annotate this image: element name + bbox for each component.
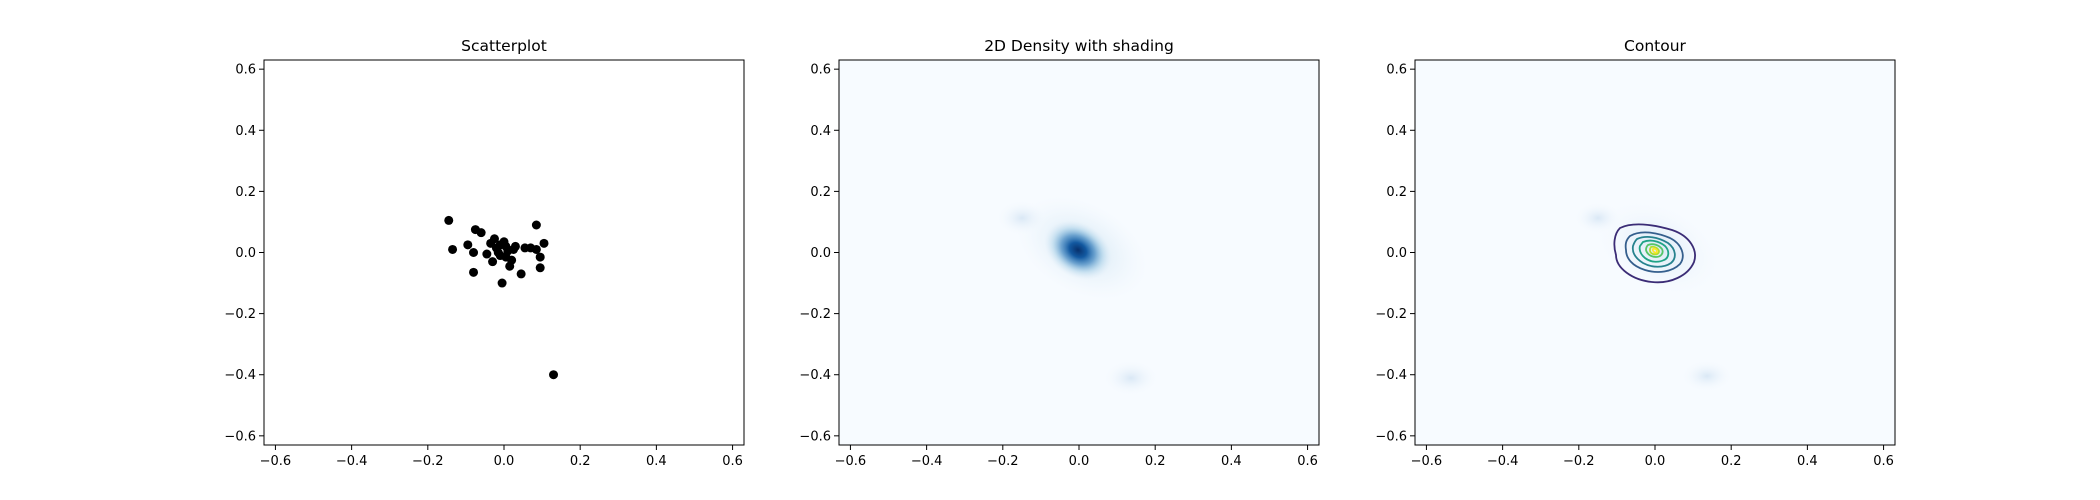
contour-level-1 — [1613, 223, 1696, 284]
contour-faint-upper — [1574, 202, 1622, 234]
y-tick-label: −0.2 — [224, 307, 256, 322]
x-tick-label: 0.6 — [1873, 454, 1894, 469]
scatter-point — [448, 244, 458, 254]
scatter-point — [495, 240, 505, 250]
x-tick-label: −0.4 — [336, 454, 368, 469]
y-tick-label: −0.6 — [799, 429, 831, 444]
scatter-point — [549, 370, 559, 380]
scatter-point — [469, 248, 479, 257]
x-tick-label: −0.6 — [260, 454, 292, 469]
x-tick-label: 0.0 — [494, 454, 515, 469]
contour-ticks: −0.6 −0.6 −0.4 −0.4 −0.2 −0.2 0.0 0.0 0.2 0.2 0.4 0… — [1375, 63, 1893, 469]
scatter-point — [444, 215, 454, 225]
y-tick-label: 0.2 — [810, 185, 831, 200]
scatter-point — [476, 228, 486, 238]
scatter-point — [535, 263, 545, 273]
x-tick-label: 0.4 — [646, 454, 667, 469]
contour-panel: Contour −0.6 −0.6 −0.4 −0.4 −0.2 −0.2 0.0 0.0 0.… — [1375, 37, 1896, 469]
scatter-panel: Scatterplot −0.6 −0.6 −0.4 −0.4 −0.2 −0.2 0.0 0… — [224, 37, 745, 469]
y-tick-label: 0.2 — [235, 185, 256, 200]
x-tick-label: −0.2 — [987, 454, 1019, 469]
scatter-point — [469, 267, 479, 277]
y-tick-label: −0.6 — [224, 429, 256, 444]
y-tick-label: −0.4 — [224, 368, 256, 383]
scatter-point — [535, 252, 545, 262]
scatter-ticks: −0.6 −0.6 −0.4 −0.4 −0.2 −0.2 0.0 0.0 0.2 0.2 0.4 0… — [224, 63, 742, 469]
x-tick-label: −0.4 — [911, 454, 943, 469]
y-tick-label: 0.4 — [1386, 124, 1407, 139]
y-tick-label: −0.6 — [1375, 429, 1407, 444]
contour-lines — [1613, 223, 1696, 284]
scatter-point — [516, 269, 526, 279]
y-tick-label: −0.4 — [1375, 368, 1407, 383]
contour-level-6 — [1649, 245, 1660, 256]
density-title: 2D Density with shading — [984, 37, 1174, 55]
contour-level-2 — [1624, 231, 1684, 273]
scatter-points — [444, 215, 559, 380]
x-tick-label: 0.6 — [722, 454, 743, 469]
scatter-point — [488, 257, 498, 267]
scatter-point — [463, 240, 473, 250]
y-tick-label: 0.6 — [235, 63, 256, 78]
x-tick-label: 0.6 — [1297, 454, 1318, 469]
density-faint-upper — [996, 200, 1048, 236]
density-core — [1044, 220, 1112, 280]
y-tick-label: 0.6 — [810, 63, 831, 78]
contour-level-3 — [1631, 236, 1676, 268]
x-tick-label: 0.4 — [1797, 454, 1818, 469]
y-tick-label: 0.0 — [1386, 246, 1407, 261]
density-shading — [996, 196, 1159, 396]
contour-faint-outlier — [1681, 360, 1733, 392]
scatter-point — [501, 252, 511, 262]
density-ticks: −0.6 −0.6 −0.4 −0.4 −0.2 −0.2 0.0 0.0 0.2 0.2 0.4 0… — [799, 63, 1317, 469]
x-tick-label: 0.0 — [1069, 454, 1090, 469]
y-tick-label: 0.4 — [235, 124, 256, 139]
x-tick-label: −0.6 — [835, 454, 867, 469]
y-tick-label: 0.4 — [810, 124, 831, 139]
x-tick-label: 0.2 — [1145, 454, 1166, 469]
y-tick-label: 0.6 — [1386, 63, 1407, 78]
contour-level-4 — [1638, 239, 1670, 263]
scatter-point — [497, 278, 507, 288]
scatter-point — [531, 244, 541, 254]
x-tick-label: −0.2 — [1563, 454, 1595, 469]
x-tick-label: 0.4 — [1221, 454, 1242, 469]
scatter-point — [531, 220, 541, 230]
y-tick-label: −0.2 — [799, 307, 831, 322]
density-panel: 2D Density with shading −0.6 −0.6 −0.4 −0.4… — [799, 37, 1320, 469]
density-faint-outlier — [1103, 360, 1159, 396]
y-tick-label: 0.2 — [1386, 185, 1407, 200]
y-tick-label: −0.4 — [799, 368, 831, 383]
scatter-title: Scatterplot — [461, 37, 547, 55]
y-tick-label: −0.2 — [1375, 307, 1407, 322]
x-tick-label: 0.2 — [570, 454, 591, 469]
x-tick-label: −0.4 — [1487, 454, 1519, 469]
scatter-point — [539, 238, 549, 248]
x-tick-label: 0.0 — [1645, 454, 1666, 469]
x-tick-label: 0.2 — [1721, 454, 1742, 469]
contour-title: Contour — [1624, 37, 1687, 55]
x-tick-label: −0.2 — [412, 454, 444, 469]
y-tick-label: 0.0 — [810, 246, 831, 261]
contour-level-7 — [1651, 247, 1658, 254]
x-tick-label: −0.6 — [1411, 454, 1443, 469]
scatter-point — [489, 234, 499, 244]
scatter-point — [510, 241, 520, 251]
scatter-point — [482, 249, 492, 259]
y-tick-label: 0.0 — [235, 246, 256, 261]
contour-level-5 — [1645, 243, 1664, 258]
